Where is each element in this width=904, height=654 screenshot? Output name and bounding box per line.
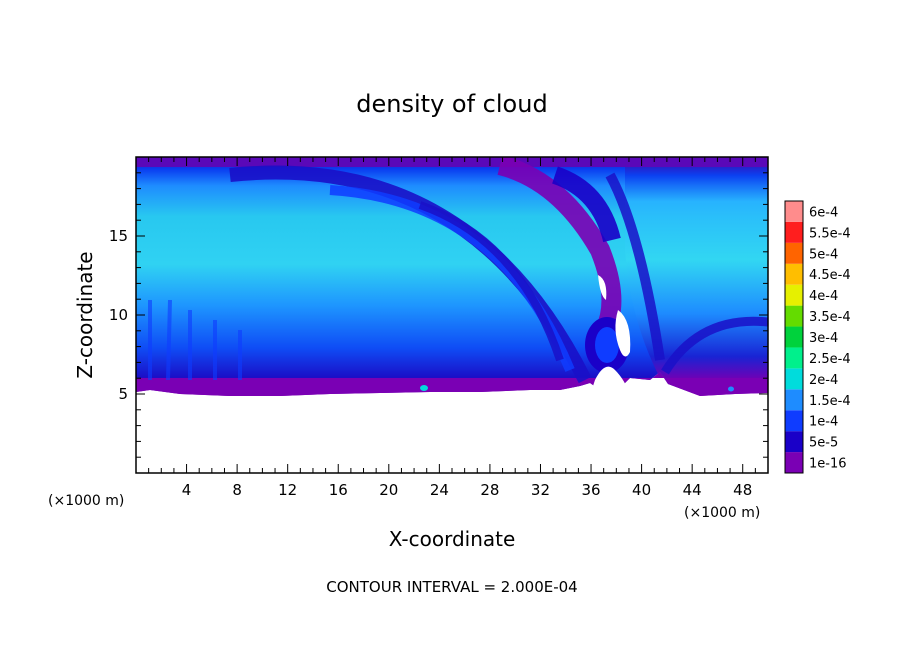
x-tick-label: 40 (632, 481, 651, 499)
right-lower-dome (661, 316, 768, 375)
x-tick-label: 24 (430, 481, 449, 499)
x-axis-label: X-coordinate (389, 527, 516, 551)
x-tick-label: 48 (733, 481, 752, 499)
colorbar-label: 3.5e-4 (809, 310, 851, 325)
x-tick-label: 36 (581, 481, 600, 499)
y-tick-label: 5 (118, 385, 128, 403)
colorbar-label: 6e-4 (809, 205, 838, 220)
colorbar-label: 2e-4 (809, 373, 838, 388)
heatmap-field (136, 157, 768, 473)
colorbar-swatch (785, 221, 803, 243)
bright-spot-1 (420, 385, 428, 391)
y-axis-label: Z-coordinate (73, 251, 97, 378)
x-tick-label: 4 (182, 481, 192, 499)
chart-title: density of cloud (356, 90, 547, 118)
y-axis-ticks: 5 10 15 (109, 172, 768, 458)
bright-spot-2 (728, 386, 734, 392)
updraft-core (595, 327, 619, 363)
colorbar-swatch (785, 452, 803, 473)
clear-gap-upper (598, 275, 607, 300)
x-unit-left: (×1000 m) (48, 493, 124, 509)
contour-interval-footer: CONTOUR INTERVAL = 2.000E-04 (326, 578, 577, 596)
colorbar-swatch (785, 242, 803, 264)
colorbar-label: 4e-4 (809, 289, 838, 304)
colorbar-swatch (785, 326, 803, 348)
colorbar-swatch (785, 201, 803, 222)
plume-core (497, 157, 622, 335)
colorbar-label: 1e-16 (809, 457, 847, 472)
colorbar-label: 5e-5 (809, 436, 838, 451)
x-unit-right: (×1000 m) (684, 505, 760, 521)
clear-gap-mid (615, 310, 631, 357)
colorbar-swatch (785, 368, 803, 390)
x-tick-label: 28 (480, 481, 499, 499)
colorbar-swatch (785, 263, 803, 285)
x-axis-ticks: 4 8 12 16 20 24 28 32 36 40 44 48 (148, 157, 756, 499)
colorbar-label: 1e-4 (809, 415, 838, 430)
colorbar-swatch (785, 389, 803, 411)
y-tick-label: 15 (109, 227, 128, 245)
plume-core-dark (551, 166, 621, 243)
colorbar-label: 2.5e-4 (809, 352, 851, 367)
lower-striations (148, 299, 242, 381)
right-upper-arc (605, 172, 665, 361)
x-tick-label: 16 (329, 481, 348, 499)
x-tick-label: 32 (531, 481, 550, 499)
colorbar-swatch (785, 284, 803, 306)
colorbar-frame (784, 200, 804, 474)
plume-arc-inner (418, 201, 564, 362)
y-tick-label: 10 (109, 306, 128, 324)
x-tick-label: 44 (683, 481, 702, 499)
x-tick-label: 20 (379, 481, 398, 499)
colorbar-label: 4.5e-4 (809, 268, 851, 283)
colorbar-swatch (785, 305, 803, 327)
colorbar: 1e-16 5e-5 1e-4 1.5e-4 2e-4 2.5e-4 3e-4 3.5e-4 4… (784, 200, 851, 474)
colorbar-swatch (785, 431, 803, 453)
x-tick-label: 8 (232, 481, 242, 499)
colorbar-label: 5.5e-4 (809, 226, 851, 241)
colorbar-label: 3e-4 (809, 331, 838, 346)
clear-gap-lower (590, 366, 630, 395)
colorbar-swatch (785, 410, 803, 432)
x-tick-label: 12 (278, 481, 297, 499)
colorbar-swatch (785, 347, 803, 369)
colorbar-label: 1.5e-4 (809, 394, 851, 409)
colorbar-label: 5e-4 (809, 247, 838, 262)
